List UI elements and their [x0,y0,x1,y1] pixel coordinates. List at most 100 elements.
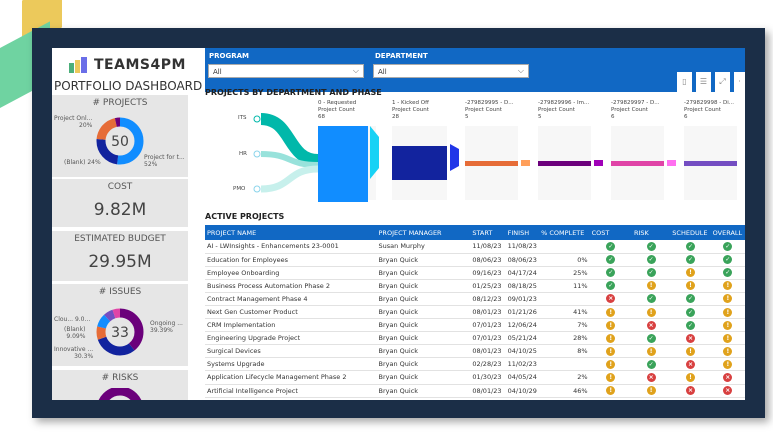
status-cell: ✓ [589,253,632,267]
status-cell: ✓ [631,292,671,306]
status-cell: ! [589,370,632,385]
budget-card[interactable]: ESTIMATED BUDGET 29.95M [52,231,188,281]
projects-donut: 50 [96,117,144,165]
cost-card[interactable]: COST 9.82M [52,179,188,227]
table-row[interactable]: Artificial Intelligence Project Bryan Qui… [205,384,745,398]
projects-card[interactable]: # PROJECTS 50 Project Onl... 20% (Blank) … [52,95,188,177]
column-header[interactable]: OVERALL [710,225,745,240]
cell: 09/16/23 [470,266,506,280]
dept-its[interactable]: ITS [238,115,247,121]
status-cell: × [631,370,671,385]
filter-bar: PROGRAM All ⌵ DEPARTMENT All ⌵ ▯ ☰ ⤢ · [205,48,745,92]
status-ok-icon: ✓ [606,281,616,291]
table-row[interactable]: Systems Upgrade Bryan Quick 02/28/23 11/02/… [205,357,745,372]
cell: 01/25/23 [470,279,506,293]
phase-label: 0 - Requested Project Count 68 [318,100,357,120]
phase-bar[interactable] [392,146,447,180]
table-row[interactable]: Application Lifecycle Management Phase 2… [205,370,745,385]
phase-bar[interactable] [318,126,368,202]
risks-card[interactable]: # RISKS [52,370,188,400]
funnel-title: PROJECTS BY DEPARTMENT AND PHASE [205,88,382,97]
department-dropdown[interactable]: All ⌵ [373,64,529,78]
status-cell: ! [589,331,632,346]
cell: Bryan Quick [376,331,471,346]
card-title: # RISKS [101,373,139,383]
status-cell: ! [631,384,671,398]
status-cell: ✓ [670,253,711,267]
issues-card[interactable]: # ISSUES 33 Clou... 9.0... (Blank) 9.09% … [52,284,188,366]
cell: 08/01/23 [470,384,506,398]
table-row[interactable]: Contract Management Phase 4 Bryan Quick 08… [205,292,745,306]
status-cell: ✓ [631,357,671,372]
phase-bar[interactable] [538,160,591,166]
budget-value: 29.95M [88,252,152,272]
status-ok-icon: ✓ [723,241,733,251]
cell: 04/10/25 [505,344,540,359]
table-row[interactable]: Surgical Devices Bryan Quick 08/01/23 04/10… [205,344,745,359]
column-header[interactable]: % COMPLETE [539,225,590,240]
status-cell: ! [589,344,632,359]
status-cell: ✓ [589,240,632,254]
column-header[interactable]: PROJECT MANAGER [376,225,471,240]
status-warning-icon: ! [646,307,656,317]
status-warning-icon: ! [606,359,616,369]
status-cell: ! [670,344,711,359]
table-row[interactable]: AI - LWInsights - Enhancements 23-0001 Su… [205,240,745,254]
column-header[interactable]: FINISH [505,225,540,240]
status-cell: ✓ [670,292,711,306]
status-cell: ✓ [631,253,671,267]
program-label: PROGRAM [209,52,249,60]
cell: 11/02/23 [505,357,540,372]
issues-donut: 33 [96,308,144,356]
table-row[interactable]: Employee Onboarding Bryan Quick 09/16/23 04… [205,266,745,280]
phase-bar[interactable] [611,160,664,166]
column-header[interactable]: RISK [631,225,671,240]
svg-text:50: 50 [111,134,129,150]
expand-icon[interactable]: ⤢ [715,72,730,92]
status-critical-icon: × [606,294,616,304]
table-row[interactable]: CRM Implementation Bryan Quick 07/01/23 12/… [205,318,745,333]
status-ok-icon: ✓ [685,320,695,330]
status-cell: ! [631,344,671,359]
filter-icon[interactable]: ☰ [696,72,711,92]
dept-hr[interactable]: HR [239,151,247,157]
status-cell: ! [589,357,632,372]
column-header[interactable]: SCHEDULE [670,225,711,240]
cell: Bryan Quick [376,318,471,333]
status-cell: ✓ [670,240,711,254]
cell: Bryan Quick [376,253,471,267]
cell: 46% [539,384,590,398]
cell: Bryan Quick [376,344,471,359]
status-cell: × [670,357,711,372]
table-row[interactable]: Next Gen Customer Product Bryan Quick 08/0… [205,305,745,320]
more-icon[interactable]: · [734,72,745,92]
cell [539,292,590,306]
phase-bar[interactable] [465,160,518,166]
status-cell: ! [589,318,632,333]
table-row[interactable]: Education for Employees Bryan Quick 08/06/… [205,253,745,267]
dept-pmo[interactable]: PMO [233,186,246,192]
phase-connector [667,160,676,166]
table-row[interactable]: Business Process Automation Phase 2 Bryan… [205,279,745,293]
status-cell: ! [589,384,632,398]
copy-icon[interactable]: ▯ [677,72,692,92]
column-header[interactable]: COST [589,225,632,240]
status-cell: ! [631,305,671,320]
phase-bar[interactable] [684,160,737,166]
cell: 02/28/23 [470,357,506,372]
status-ok-icon: ✓ [606,241,616,251]
dashboard-title: PORTFOLIO DASHBOARD [54,79,203,93]
column-header[interactable]: PROJECT NAME [205,225,377,240]
status-warning-icon: ! [606,386,616,396]
phase-label: -279829997 - D... Project Count 6 [611,100,660,120]
status-warning-icon: ! [606,320,616,330]
dashboard: TEAMS4PM PORTFOLIO DASHBOARD # PROJECTS … [52,48,745,400]
program-dropdown[interactable]: All ⌵ [208,64,364,78]
table-row[interactable]: Engineering Upgrade Project Bryan Quick 07… [205,331,745,346]
status-warning-icon: ! [685,281,695,291]
cell: 04/17/24 [505,266,540,280]
cell: 08/12/23 [470,292,506,306]
status-cell: ! [710,279,745,293]
column-header[interactable]: START [470,225,506,240]
status-warning-icon: ! [723,346,733,356]
